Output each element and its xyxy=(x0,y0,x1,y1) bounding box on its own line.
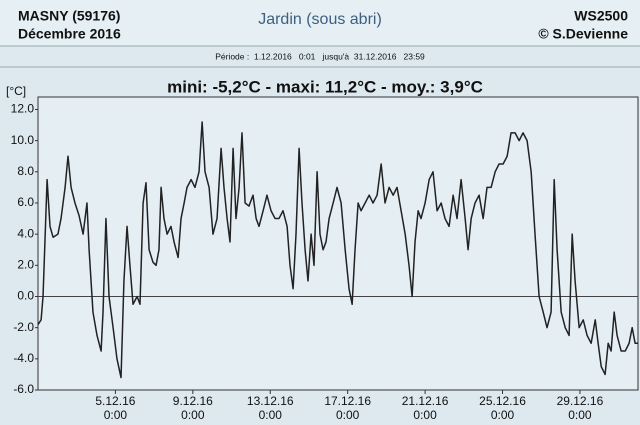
device: WS2500 xyxy=(574,8,628,24)
x-tick-label: 25.12.16 0:00 xyxy=(479,394,526,422)
author: © S.Devienne xyxy=(538,26,628,42)
period: Période : 1.12.2016 0:01 jusqu'à 31.12.2… xyxy=(215,51,425,61)
y-tick-label: -4.0 xyxy=(13,351,34,365)
x-tick-label: 13.12.16 0:00 xyxy=(246,394,294,422)
chart-title: Jardin (sous abri) xyxy=(258,11,382,28)
y-axis-label: [°C] xyxy=(6,84,26,98)
station: MASNY (59176) xyxy=(18,8,120,24)
y-tick-label: 0.0 xyxy=(17,289,34,303)
y-tick-label: 2.0 xyxy=(17,257,34,271)
x-tick-label: 29.12.16 0:00 xyxy=(556,394,604,422)
subtitle: mini: -5,2°C - maxi: 11,2°C - moy.: 3,9°… xyxy=(167,77,483,96)
y-tick-label: -6.0 xyxy=(13,382,34,396)
header-bar xyxy=(0,0,640,46)
plot-area xyxy=(37,96,639,391)
y-tick-label: 12.0 xyxy=(11,102,35,116)
x-tick-label: 17.12.16 0:00 xyxy=(324,394,372,422)
x-tick-label: 21.12.16 0:00 xyxy=(401,394,449,422)
temperature-line xyxy=(37,121,638,379)
y-tick-label: 4.0 xyxy=(17,226,34,240)
y-tick-label: 10.0 xyxy=(11,133,35,147)
x-tick-label: 9.12.16 0:00 xyxy=(172,394,213,422)
month: Décembre 2016 xyxy=(18,26,121,42)
y-tick-label: 6.0 xyxy=(17,195,34,209)
x-tick-label: 5.12.16 0:00 xyxy=(95,394,136,422)
y-tick-label: 8.0 xyxy=(17,164,34,178)
y-tick-label: -2.0 xyxy=(13,320,34,334)
